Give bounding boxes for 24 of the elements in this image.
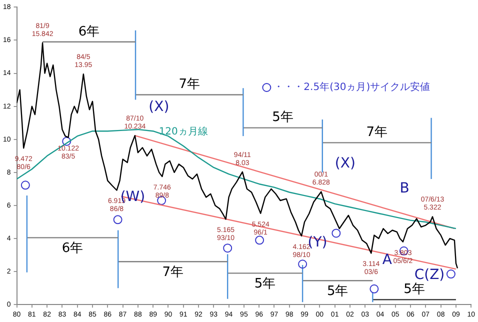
annotation: 5年 xyxy=(272,110,294,126)
annotation: 6年 xyxy=(62,241,84,256)
annotation: 6年 xyxy=(78,24,100,40)
annotation: 7年 xyxy=(366,125,388,140)
point xyxy=(223,244,232,253)
point xyxy=(62,136,72,146)
point xyxy=(255,236,264,245)
annotation: A xyxy=(382,252,392,268)
annotation: 7年 xyxy=(178,77,200,92)
annotation: 5年 xyxy=(404,282,425,298)
point xyxy=(113,215,122,224)
point xyxy=(298,260,308,269)
annotation: 7年 xyxy=(162,265,184,280)
annotation: C(Z) xyxy=(414,266,445,283)
legend-label: ・・・2.5年(30ヵ月)サイクル安値 xyxy=(274,81,430,94)
annotation: B xyxy=(400,180,410,196)
annotation: (X) xyxy=(334,155,356,172)
point xyxy=(332,228,341,238)
point xyxy=(20,180,30,190)
point xyxy=(446,270,456,279)
annotation: 5年 xyxy=(326,284,348,300)
point xyxy=(370,284,379,294)
annotation: 5年 xyxy=(254,276,276,292)
annotation: (X) xyxy=(148,99,170,116)
